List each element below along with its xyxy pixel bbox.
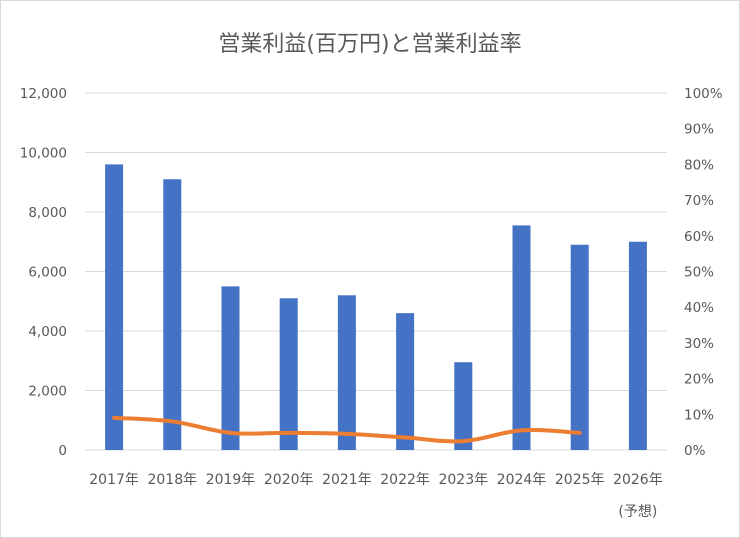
- right-axis-ticks: 0% 10% 20% 30% 40% 50% 60% 70% 80% 90% 100%: [684, 86, 723, 459]
- line-series: [112, 415, 582, 444]
- line-series-path: [112, 415, 582, 444]
- right-tick-label: 20%: [684, 372, 714, 388]
- left-tick-label: 2,000: [28, 384, 67, 400]
- left-tick-label: 0: [58, 443, 67, 459]
- bar: [396, 313, 415, 450]
- left-tick-label: 6,000: [28, 265, 67, 281]
- left-tick-label: 8,000: [28, 205, 67, 221]
- bar: [337, 295, 356, 450]
- left-tick-label: 10,000: [20, 146, 67, 162]
- x-tick-label: 2017年: [89, 472, 139, 488]
- right-tick-label: 10%: [684, 407, 714, 423]
- right-tick-label: 70%: [684, 193, 714, 209]
- bar: [221, 286, 240, 450]
- bar: [570, 244, 589, 450]
- x-tick-label: 2024年: [497, 472, 547, 488]
- x-tick-label: 2025年: [555, 472, 605, 488]
- x-axis-ticks: 2017年 2018年 2019年 2020年 2021年 2022年 2023年 2024年…: [89, 472, 662, 520]
- bar: [105, 164, 124, 450]
- right-tick-label: 30%: [684, 336, 714, 352]
- bar: [628, 241, 647, 450]
- left-axis-ticks: 0 2,000 4,000 6,000 8,000 10,000 12,000: [20, 86, 67, 459]
- bar: [512, 225, 531, 450]
- right-tick-label: 60%: [684, 229, 714, 245]
- chart-title: 営業利益(百万円)と営業利益率: [218, 32, 521, 57]
- bar: [163, 179, 182, 450]
- x-tick-label: 2022年: [380, 472, 430, 488]
- x-tick-label: 2018年: [147, 472, 197, 488]
- x-tick-label: 2023年: [438, 472, 488, 488]
- right-tick-label: 90%: [684, 122, 714, 138]
- right-tick-label: 100%: [684, 86, 723, 102]
- left-tick-label: 12,000: [20, 86, 67, 102]
- right-tick-label: 50%: [684, 265, 714, 281]
- bar-series: [105, 164, 647, 450]
- x-tick-label: 2019年: [206, 472, 256, 488]
- x-tick-label: 2026年: [613, 472, 663, 488]
- right-tick-label: 40%: [684, 300, 714, 316]
- gridlines: [85, 92, 667, 391]
- bar: [279, 298, 298, 450]
- x-tick-label: 2020年: [264, 472, 314, 488]
- right-tick-label: 80%: [684, 157, 714, 173]
- bar: [454, 362, 473, 450]
- x-tick-label: 2021年: [322, 472, 372, 488]
- right-tick-label: 0%: [684, 443, 706, 459]
- x-tick-note: (予想): [618, 504, 657, 520]
- left-tick-label: 4,000: [28, 324, 67, 340]
